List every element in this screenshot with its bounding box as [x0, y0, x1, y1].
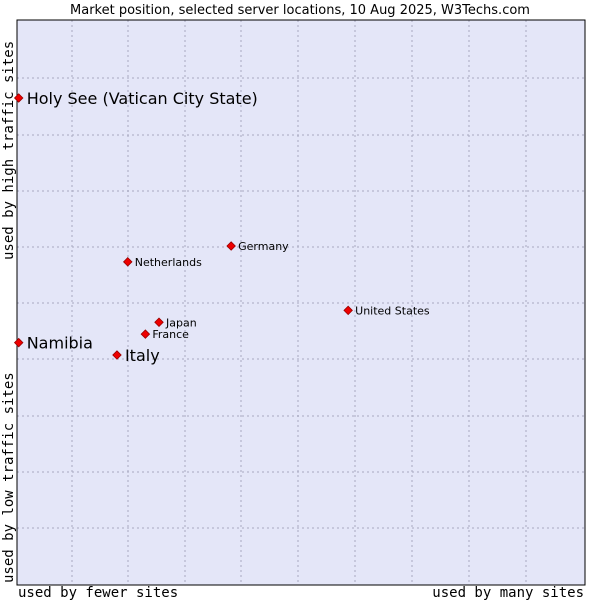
y-axis-label-bottom: used by low traffic sites [1, 372, 17, 583]
point-label-holy-see-vatican-city-state: Holy See (Vatican City State) [27, 89, 258, 108]
point-label-germany: Germany [238, 240, 289, 253]
point-label-netherlands: Netherlands [135, 256, 202, 269]
chart-title: Market position, selected server locatio… [70, 3, 530, 18]
x-axis-label-left: used by fewer sites [18, 585, 178, 600]
point-marker-holy-see-vatican-city-state [13, 93, 24, 103]
point-marker-italy [112, 350, 122, 360]
point-marker-france [140, 329, 151, 339]
point-label-namibia: Namibia [27, 334, 93, 353]
plot-area [16, 19, 586, 586]
plot-border [16, 19, 586, 586]
point-marker-germany [226, 241, 236, 251]
point-label-united-states: United States [355, 304, 430, 317]
grid-lines [17, 20, 585, 585]
x-axis-label-right: used by many sites [432, 585, 584, 600]
point-label-france: France [152, 328, 189, 341]
point-marker-japan [154, 317, 164, 328]
point-label-italy: Italy [125, 346, 160, 365]
y-axis-label-top: used by high traffic sites [1, 41, 17, 260]
point-marker-united-states [343, 305, 353, 316]
data-points: Holy See (Vatican City State) Germany Neth… [13, 89, 430, 365]
point-marker-namibia [13, 337, 24, 348]
point-label-japan: Japan [165, 316, 197, 329]
point-marker-netherlands [122, 257, 133, 267]
